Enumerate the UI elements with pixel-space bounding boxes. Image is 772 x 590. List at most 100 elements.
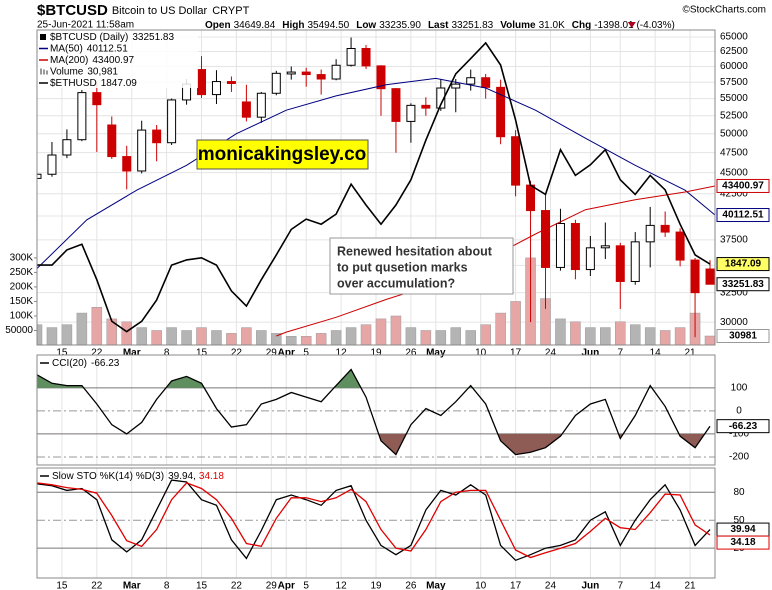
x-tick-label: 22 xyxy=(91,581,103,590)
value-box-label: 34.18 xyxy=(730,537,755,548)
candle-body xyxy=(600,245,610,249)
x-tick-label: Mar xyxy=(123,348,141,359)
indicator-name: Slow STO %K(14) %D(3) xyxy=(52,471,164,482)
volume-bar xyxy=(659,330,671,345)
x-tick-label: May xyxy=(426,581,446,590)
legend-icon xyxy=(43,69,45,75)
x-tick-label: 22 xyxy=(91,348,103,359)
quote-value: -1398.01 (-4.03%) xyxy=(594,20,675,31)
volume-bar xyxy=(330,330,342,345)
y-tick-label: 100K xyxy=(10,311,34,322)
y-tick-label: 200K xyxy=(10,282,34,293)
x-tick-label: 24 xyxy=(545,581,557,590)
volume-bar xyxy=(674,327,686,345)
value-box-label: 39.94 xyxy=(730,524,755,535)
x-tick-label: 7 xyxy=(617,348,623,359)
panel-frame xyxy=(36,354,716,466)
legend-value: 30,981 xyxy=(87,66,118,77)
value-box xyxy=(716,535,770,550)
header-title: $BTCUSD Bitcoin to US Dollar CRYPT xyxy=(37,2,250,19)
x-tick-label: 29 xyxy=(266,581,278,590)
quote-label: Chg xyxy=(572,20,591,31)
candle-body xyxy=(585,247,595,271)
candle-body xyxy=(226,81,236,84)
candle-body xyxy=(481,77,491,88)
legend-icon xyxy=(46,70,48,75)
volume-bar xyxy=(629,324,641,345)
volume-bar xyxy=(644,327,656,345)
candle-body xyxy=(331,64,341,80)
series-line xyxy=(37,77,715,269)
indicator-line xyxy=(37,368,711,456)
value-box-label: 30981 xyxy=(729,331,757,342)
x-tick-label: May xyxy=(426,348,446,359)
quote-value: 34649.84 xyxy=(234,20,276,31)
volume-bar xyxy=(405,327,417,345)
exchange: CRYPT xyxy=(212,5,249,17)
x-tick-label: 12 xyxy=(336,348,348,359)
quote-value: 33251.83 xyxy=(452,20,494,31)
value-box-label: 1847.09 xyxy=(725,259,762,270)
volume-bar xyxy=(435,330,447,345)
y-tick-label: 57500 xyxy=(720,77,748,88)
legend-value: 33251.83 xyxy=(132,32,174,43)
candle-body xyxy=(630,241,640,282)
volume-bar xyxy=(226,333,237,345)
comment-line: over accumulation? xyxy=(337,276,455,290)
candle-body xyxy=(406,104,416,122)
indicator-name: CCI(20) xyxy=(52,358,87,369)
legend-icon xyxy=(40,68,42,75)
y-tick-label: 52500 xyxy=(720,110,748,121)
x-tick-label: 22 xyxy=(231,581,243,590)
quote-label: Low xyxy=(356,20,376,31)
candle-body xyxy=(62,139,72,156)
y-tick-label: 50000 xyxy=(720,128,748,139)
volume-bar xyxy=(136,327,147,345)
candle-body xyxy=(301,71,311,76)
y-tick-label: 60000 xyxy=(720,61,748,72)
y-tick-label: 47500 xyxy=(720,147,748,158)
series-line xyxy=(37,41,711,333)
volume-bar xyxy=(196,327,207,345)
comment-line: Renewed hesitation about xyxy=(337,244,493,258)
panel-frame xyxy=(36,29,716,346)
y-tick-label: 42500 xyxy=(720,188,748,199)
x-tick-label: 26 xyxy=(405,581,417,590)
x-tick-label: 15 xyxy=(196,348,208,359)
candle-body xyxy=(361,47,371,67)
x-tick-label: 8 xyxy=(164,348,170,359)
volume-bar xyxy=(375,318,387,345)
value-box xyxy=(716,208,770,223)
x-tick-label: Apr xyxy=(278,348,295,359)
x-tick-label: 8 xyxy=(164,581,170,590)
candle-body xyxy=(346,47,356,66)
candle-body xyxy=(466,77,476,85)
volume-bar xyxy=(704,335,715,345)
y-tick-label: 30000 xyxy=(720,317,748,328)
candle-body xyxy=(496,86,506,138)
y-tick-label: 55000 xyxy=(720,93,748,104)
volume-bar xyxy=(585,327,596,345)
quote-line: Open 34649.84 High 35494.50 Low 33235.90 Last 3… xyxy=(205,20,675,31)
change-arrow xyxy=(627,22,636,28)
volume-bar xyxy=(570,321,581,345)
y-tick-label: 50000 xyxy=(5,325,33,336)
volume-bar xyxy=(151,330,162,345)
volume-bar xyxy=(166,327,177,345)
y-tick-label: 32500 xyxy=(720,287,748,298)
quote-label: High xyxy=(282,20,304,31)
indicator xyxy=(37,479,711,562)
volume-bar xyxy=(121,321,132,345)
candle-body xyxy=(256,92,266,118)
quote-value: 33235.90 xyxy=(379,20,421,31)
volume-bar xyxy=(345,327,357,345)
volume-bar xyxy=(555,318,566,345)
quote-value: 31.0K xyxy=(539,20,565,31)
legend: $BTCUSD (Daily) 33251.83 MA(50) 40112.51MA(… xyxy=(38,31,198,89)
volume-bar xyxy=(286,336,297,345)
x-tick-label: 14 xyxy=(650,348,662,359)
y-tick-label: 80 xyxy=(733,487,745,498)
logo-text: monicakingsley.co xyxy=(198,144,367,165)
quote-label: Open xyxy=(205,20,231,31)
